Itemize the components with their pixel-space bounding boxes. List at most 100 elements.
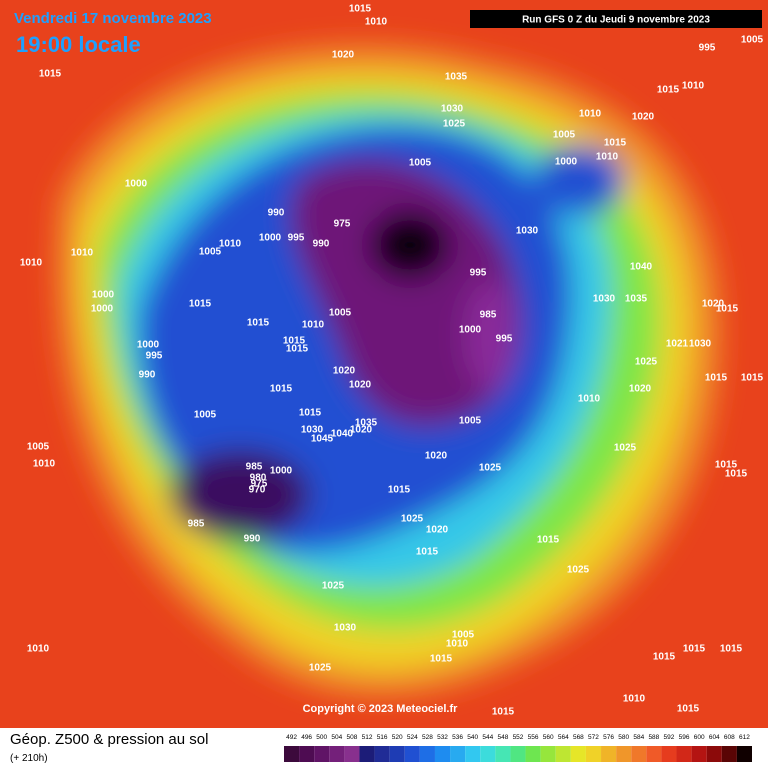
scale-swatch bbox=[374, 746, 390, 762]
isobar-label: 1015 bbox=[39, 69, 62, 80]
isobar-label: 1015 bbox=[677, 704, 700, 715]
scale-swatch bbox=[359, 746, 375, 762]
scale-label: 520 bbox=[392, 734, 403, 741]
scale-label: 588 bbox=[648, 734, 659, 741]
isobar-label: 1040 bbox=[630, 262, 653, 273]
isobar-label: 990 bbox=[313, 239, 330, 250]
scale-label: 592 bbox=[664, 734, 675, 741]
footer-lead: (+ 210h) bbox=[10, 753, 48, 764]
scale-label: 608 bbox=[724, 734, 735, 741]
scale-swatch bbox=[495, 746, 511, 762]
scale-label: 564 bbox=[558, 734, 569, 741]
isobar-label: 1000 bbox=[459, 325, 482, 336]
isobar-label: 1035 bbox=[355, 418, 378, 429]
isobar-label: 1015 bbox=[725, 469, 748, 480]
isobar-label: 1035 bbox=[625, 294, 648, 305]
footer-title: Géop. Z500 & pression au sol bbox=[10, 731, 208, 748]
isobar-label: 1025 bbox=[443, 119, 466, 130]
scale-label: 512 bbox=[362, 734, 373, 741]
scale-label: 572 bbox=[588, 734, 599, 741]
scale-label: 600 bbox=[694, 734, 705, 741]
isobar-label: 995 bbox=[288, 233, 305, 244]
isobar-label: 1030 bbox=[516, 226, 539, 237]
scale-swatch bbox=[419, 746, 435, 762]
isobar-label: 1015 bbox=[286, 344, 309, 355]
isobar-label: 1015 bbox=[720, 644, 743, 655]
scale-swatch bbox=[570, 746, 586, 762]
isobar-label: 1005 bbox=[194, 410, 217, 421]
scale-swatch bbox=[314, 746, 330, 762]
isobar-label: 1010 bbox=[579, 109, 602, 120]
scale-swatch bbox=[299, 746, 315, 762]
isobar-label: 1000 bbox=[137, 340, 160, 351]
isobar-label: 1030 bbox=[301, 425, 324, 436]
scale-label: 532 bbox=[437, 734, 448, 741]
isobar-label: 1010 bbox=[623, 694, 646, 705]
scale-label: 508 bbox=[347, 734, 358, 741]
color-scale: 492 496 500 504 508 512 516 520 524 528 532 536 540 5… bbox=[284, 734, 752, 762]
height-field bbox=[56, 45, 721, 697]
isobar-label: 1010 bbox=[302, 320, 325, 331]
isobar-label: 1021 bbox=[666, 339, 689, 350]
isobar-label: 1010 bbox=[27, 644, 50, 655]
isobar-label: 990 bbox=[139, 370, 156, 381]
isobar-label: 1015 bbox=[388, 485, 411, 496]
scale-swatch bbox=[329, 746, 345, 762]
isobar-label: 1015 bbox=[283, 336, 306, 347]
isobar-label: 1025 bbox=[479, 463, 502, 474]
isobar-label: 1010 bbox=[71, 248, 94, 259]
isobar-label: 1000 bbox=[92, 290, 115, 301]
isobar-label: 1015 bbox=[741, 373, 764, 384]
isobar-label: 1020 bbox=[349, 380, 372, 391]
isobar-label: 1015 bbox=[349, 4, 372, 15]
isobar-label: 1015 bbox=[716, 304, 739, 315]
scale-swatch bbox=[661, 746, 677, 762]
scale-swatch bbox=[646, 746, 662, 762]
isobar-label: 1010 bbox=[20, 258, 43, 269]
run-info: Run GFS 0 Z du Jeudi 9 novembre 2023 bbox=[522, 15, 710, 26]
scale-swatch bbox=[706, 746, 722, 762]
scale-swatch bbox=[585, 746, 602, 762]
scale-label: 544 bbox=[482, 734, 493, 741]
isobar-label: 1045 bbox=[311, 434, 334, 445]
isobar-label: 1010 bbox=[578, 394, 601, 405]
isobar-label: 1015 bbox=[247, 318, 270, 329]
isobar-label: 995 bbox=[146, 351, 163, 362]
scale-swatch bbox=[480, 746, 496, 762]
isobar-label: 1030 bbox=[593, 294, 616, 305]
copyright: Copyright © 2023 Meteociel.fr bbox=[303, 703, 459, 715]
isobar-label: 1020 bbox=[425, 451, 448, 462]
isobar-label: 1010 bbox=[682, 81, 705, 92]
scale-label: 500 bbox=[316, 734, 327, 741]
isobar-label: 1020 bbox=[426, 525, 449, 536]
isobar-label: 1020 bbox=[702, 299, 725, 310]
isobar-label: 1015 bbox=[492, 707, 515, 718]
isobar-label: 1000 bbox=[555, 157, 578, 168]
scale-swatch bbox=[691, 746, 707, 762]
scale-swatch bbox=[404, 746, 420, 762]
run-box bbox=[470, 10, 762, 28]
isobar-label: 1025 bbox=[322, 581, 345, 592]
isobar-label: 975 bbox=[251, 479, 268, 490]
isobar-label: 1030 bbox=[441, 104, 464, 115]
isobar-label: 1000 bbox=[270, 466, 293, 477]
scale-label: 536 bbox=[452, 734, 463, 741]
isobar-label: 980 bbox=[250, 473, 267, 484]
isobar-label: 1015 bbox=[683, 644, 706, 655]
isobar-label: 995 bbox=[496, 334, 513, 345]
isobar-label: 1005 bbox=[329, 308, 352, 319]
isobar-label: 990 bbox=[244, 534, 261, 545]
scale-swatch bbox=[434, 746, 451, 762]
scale-swatch bbox=[601, 746, 617, 762]
isobar-label: 1005 bbox=[459, 416, 482, 427]
scale-label: 576 bbox=[603, 734, 614, 741]
isobar-label: 1025 bbox=[567, 565, 590, 576]
scale-label: 492 bbox=[286, 734, 297, 741]
isobar-label: 1025 bbox=[635, 357, 658, 368]
scale-label: 612 bbox=[739, 734, 750, 741]
isobar-label: 1000 bbox=[259, 233, 282, 244]
date: Vendredi 17 novembre 2023 bbox=[14, 10, 212, 27]
isobar-label: 970 bbox=[249, 485, 266, 496]
